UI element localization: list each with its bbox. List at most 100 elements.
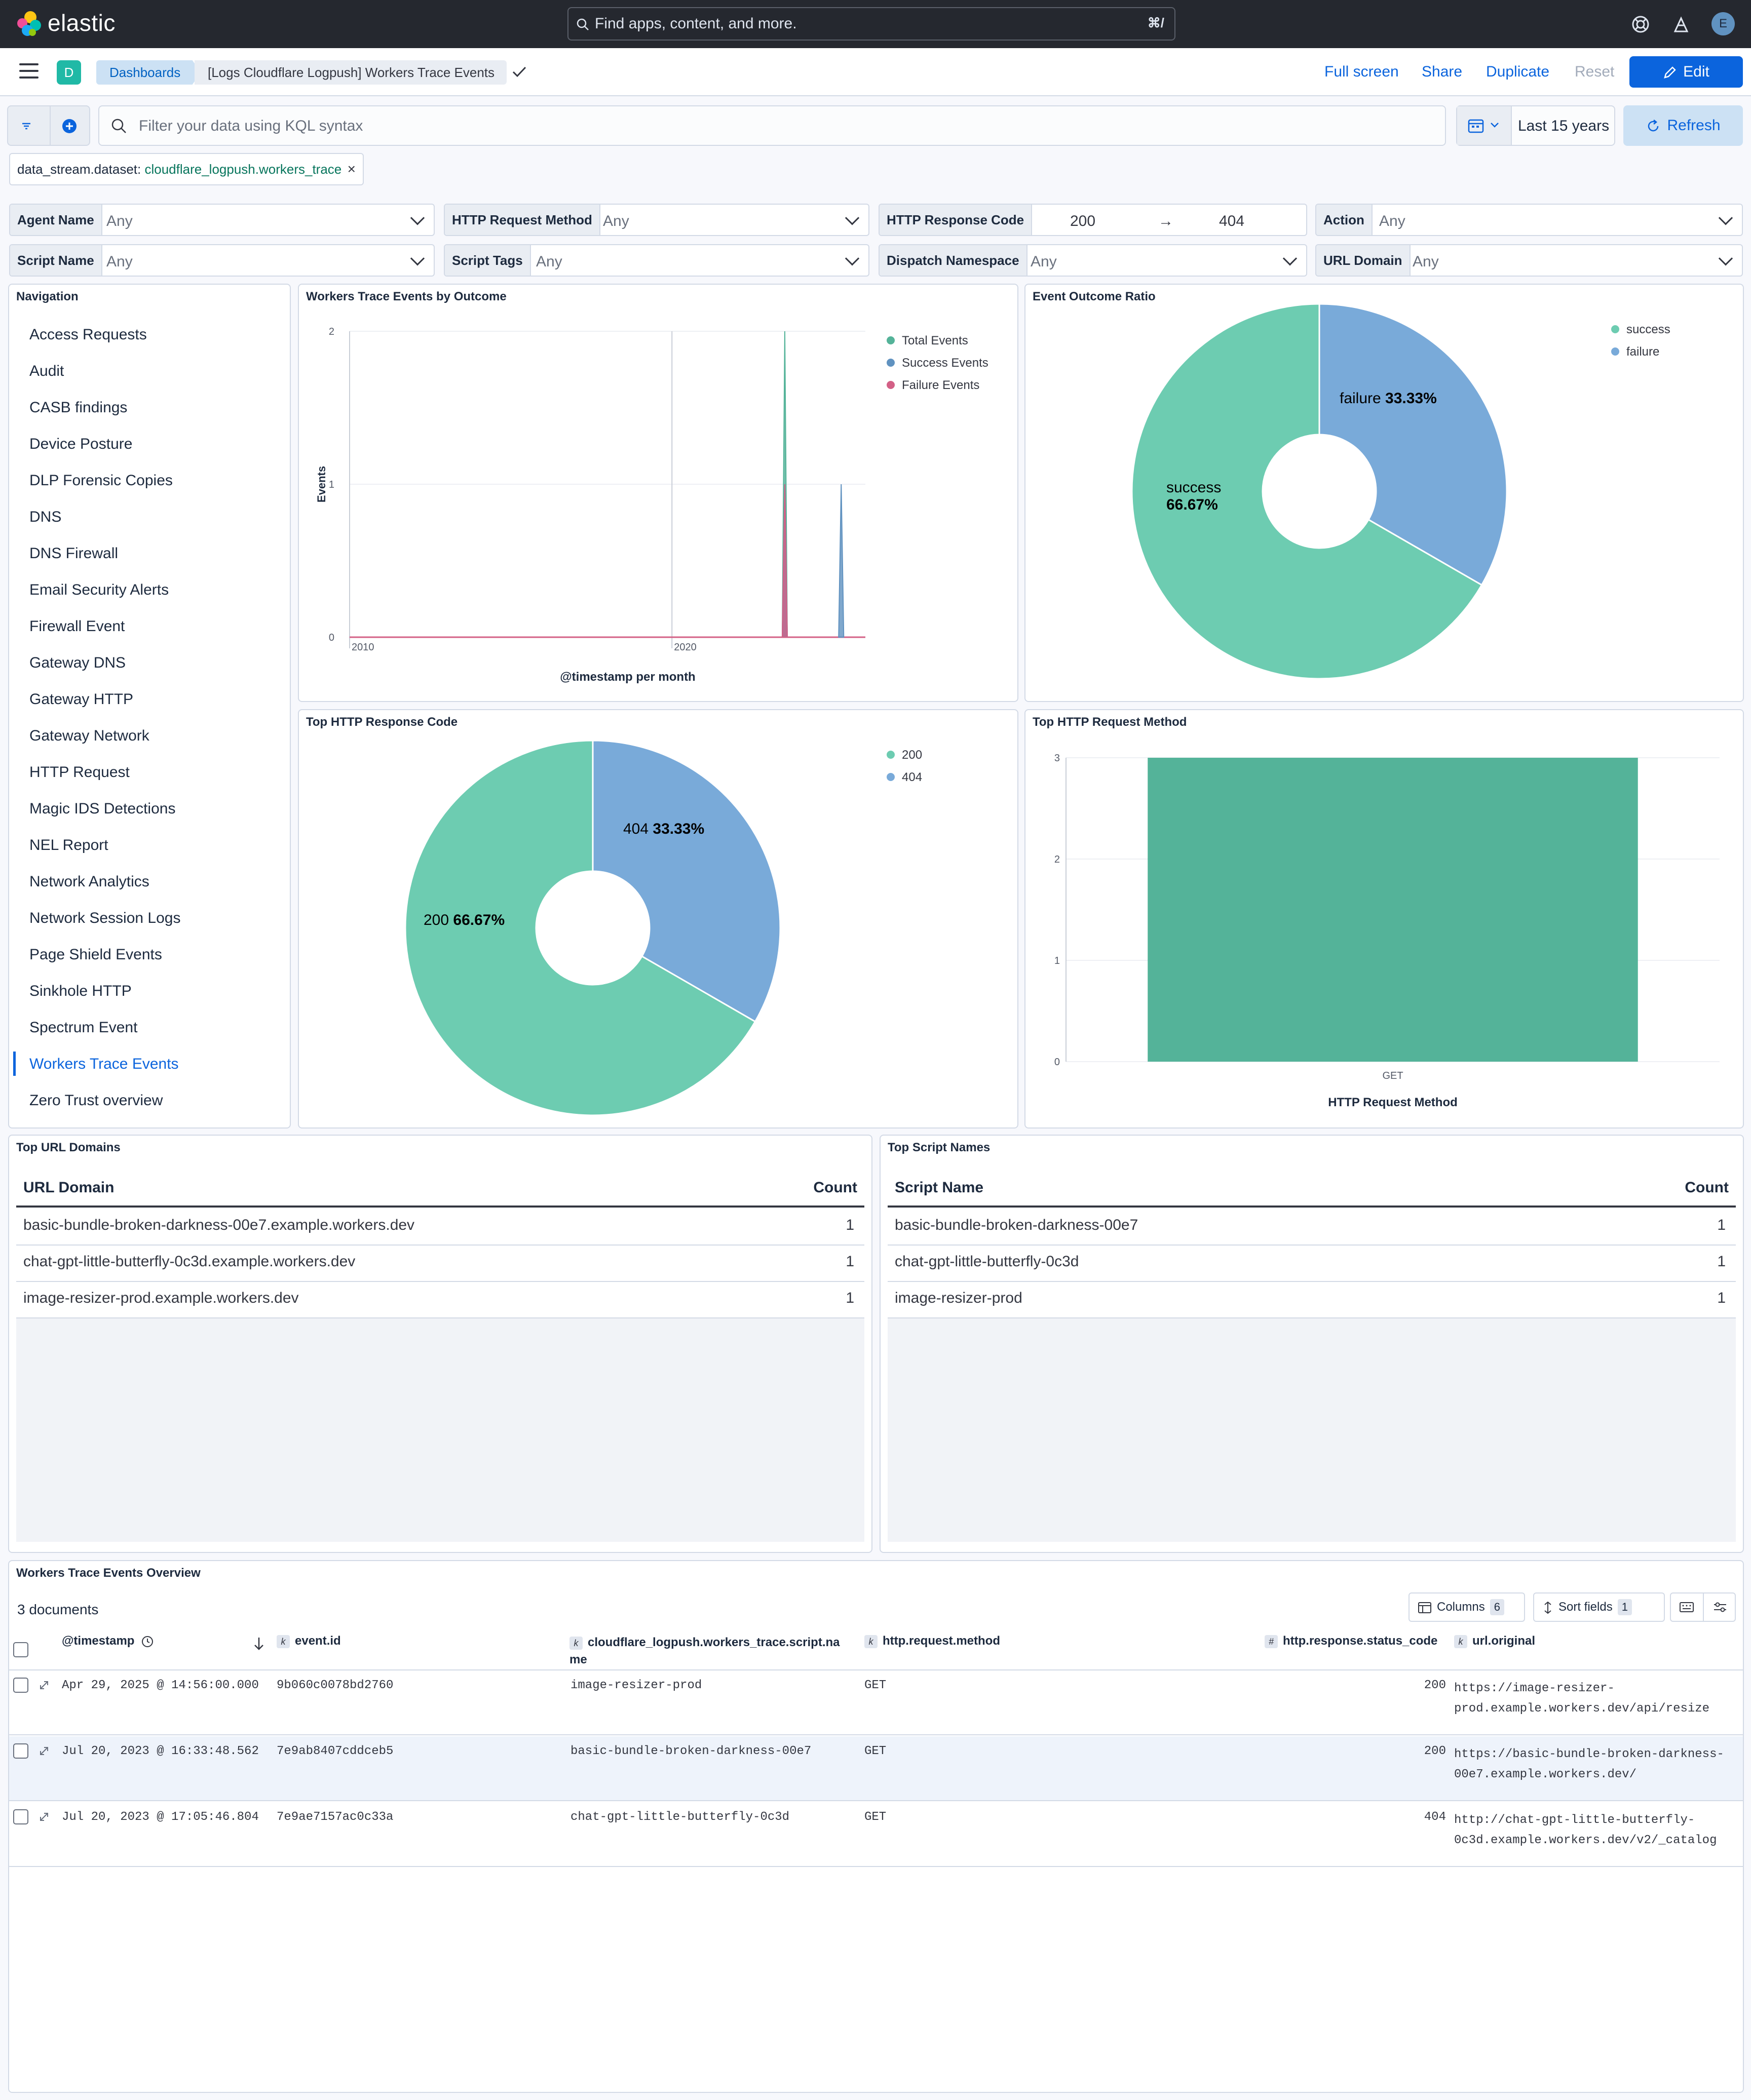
table-cell[interactable]: image-resizer-prod.example.workers.dev: [23, 1290, 299, 1306]
date-picker[interactable]: Last 15 years: [1456, 105, 1615, 146]
nav-item[interactable]: Gateway Network: [29, 727, 149, 744]
help-icon[interactable]: [1630, 14, 1651, 34]
series-spike[interactable]: [838, 484, 845, 638]
edit-button[interactable]: Edit: [1629, 56, 1743, 88]
range-from-value[interactable]: 200: [1070, 213, 1096, 229]
pie-slice[interactable]: [1318, 303, 1508, 586]
column-header-count[interactable]: Count: [1685, 1179, 1729, 1196]
table-row[interactable]: Apr 29, 2025 @ 14:56:00.000 9b060c0078bd2…: [9, 1670, 1743, 1735]
nav-item[interactable]: Sinkhole HTTP: [29, 983, 132, 999]
menu-icon[interactable]: [19, 63, 39, 81]
bar[interactable]: [1148, 758, 1638, 1062]
quick-menu-button[interactable]: [1457, 106, 1512, 145]
pie-slice[interactable]: [404, 740, 756, 1116]
breadcrumb-dashboards[interactable]: Dashboards: [96, 60, 201, 85]
legend-item[interactable]: 404: [902, 770, 922, 784]
filter-icon[interactable]: [19, 119, 33, 133]
space-badge[interactable]: D: [57, 60, 81, 85]
line-chart[interactable]: 0 1 2 2010 2020 Events @timestamp per month Tot…: [299, 285, 1018, 702]
column-header-status-code[interactable]: # http.response.status_code: [1265, 1634, 1437, 1648]
global-search-input[interactable]: Find apps, content, and more. ⌘/: [567, 7, 1175, 41]
sort-fields-button[interactable]: Sort fields 1: [1533, 1592, 1665, 1622]
settings-sliders-icon[interactable]: [1712, 1601, 1728, 1614]
nav-item[interactable]: Firewall Event: [29, 618, 125, 635]
row-checkbox[interactable]: [13, 1743, 28, 1759]
refresh-button[interactable]: Refresh: [1623, 105, 1743, 146]
check-icon[interactable]: [512, 65, 527, 79]
table-row[interactable]: Jul 20, 2023 @ 16:33:48.562 7e9ab8407cddc…: [9, 1736, 1743, 1801]
pie-slice[interactable]: [592, 740, 781, 1023]
nav-item[interactable]: DNS: [29, 509, 62, 525]
response-code-pie-chart[interactable]: 404 33.33% 200 66.67% 200 404: [299, 710, 1018, 1129]
nav-item[interactable]: Network Analytics: [29, 873, 149, 890]
news-feed-icon[interactable]: [1671, 14, 1691, 34]
request-method-bar-chart[interactable]: 0 1 2 3 GET HTTP Request Method: [1025, 710, 1744, 1129]
user-avatar[interactable]: E: [1711, 12, 1735, 35]
column-header-script-name[interactable]: Script Name: [895, 1179, 984, 1196]
control-agent-name[interactable]: Agent Name Any: [9, 204, 435, 236]
table-row[interactable]: Jul 20, 2023 @ 17:05:46.804 7e9ae7157ac0c…: [9, 1802, 1743, 1867]
control-action[interactable]: Action Any: [1315, 204, 1743, 236]
range-to-value[interactable]: 404: [1219, 213, 1245, 229]
table-cell[interactable]: basic-bundle-broken-darkness-00e7: [895, 1217, 1138, 1233]
nav-item[interactable]: Email Security Alerts: [29, 581, 169, 598]
legend-item[interactable]: Total Events: [902, 334, 968, 347]
legend-item[interactable]: Failure Events: [902, 378, 979, 392]
table-cell[interactable]: basic-bundle-broken-darkness-00e7.exampl…: [23, 1217, 415, 1233]
column-header-http-method[interactable]: k http.request.method: [864, 1634, 1000, 1648]
nav-item[interactable]: Gateway DNS: [29, 654, 126, 671]
expand-icon[interactable]: [37, 1744, 51, 1758]
column-header-event-id[interactable]: k event.id: [277, 1634, 341, 1648]
nav-item[interactable]: DLP Forensic Copies: [29, 472, 173, 489]
series-spike[interactable]: [781, 484, 788, 638]
control-http-request-method[interactable]: HTTP Request Method Any: [444, 204, 869, 236]
row-checkbox[interactable]: [13, 1809, 28, 1824]
column-header-url-domain[interactable]: URL Domain: [23, 1179, 115, 1196]
nav-item[interactable]: Access Requests: [29, 326, 147, 343]
kql-query-input[interactable]: Filter your data using KQL syntax: [98, 105, 1446, 146]
column-header-count[interactable]: Count: [813, 1179, 857, 1196]
nav-item[interactable]: Gateway HTTP: [29, 691, 134, 708]
legend-item[interactable]: 200: [902, 748, 922, 762]
column-header-script-name[interactable]: k cloudflare_logpush.workers_trace.script…: [569, 1634, 840, 1668]
keyboard-icon[interactable]: [1679, 1601, 1694, 1614]
nav-item[interactable]: Audit: [29, 363, 64, 379]
full-screen-link[interactable]: Full screen: [1324, 63, 1399, 80]
nav-item[interactable]: Page Shield Events: [29, 946, 162, 963]
sort-descending-icon[interactable]: [252, 1636, 265, 1651]
row-checkbox[interactable]: [13, 1678, 28, 1693]
control-dispatch-namespace[interactable]: Dispatch Namespace Any: [879, 244, 1307, 277]
columns-button[interactable]: Columns 6: [1409, 1592, 1525, 1622]
nav-item[interactable]: Device Posture: [29, 436, 133, 452]
nav-item[interactable]: DNS Firewall: [29, 545, 119, 562]
table-cell[interactable]: chat-gpt-little-butterfly-0c3d: [895, 1253, 1079, 1270]
add-filter-icon[interactable]: [61, 118, 78, 135]
filter-pill[interactable]: data_stream.dataset: cloudflare_logpush.…: [9, 153, 364, 185]
nav-item[interactable]: NEL Report: [29, 837, 108, 853]
legend-item[interactable]: Success Events: [902, 356, 988, 370]
control-script-tags[interactable]: Script Tags Any: [444, 244, 869, 277]
nav-item[interactable]: Zero Trust overview: [29, 1092, 163, 1109]
column-header-timestamp[interactable]: @timestamp: [62, 1634, 154, 1648]
table-cell[interactable]: chat-gpt-little-butterfly-0c3d.example.w…: [23, 1253, 356, 1270]
legend-item[interactable]: success: [1626, 323, 1670, 336]
nav-item[interactable]: Network Session Logs: [29, 910, 181, 926]
close-icon[interactable]: ×: [347, 161, 356, 177]
duplicate-link[interactable]: Duplicate: [1486, 63, 1550, 80]
select-all-checkbox[interactable]: [13, 1642, 28, 1657]
expand-icon[interactable]: [37, 1810, 51, 1823]
outcome-pie-chart[interactable]: failure 33.33%success66.67%successfailur…: [1025, 285, 1744, 702]
reset-link[interactable]: Reset: [1575, 63, 1615, 80]
expand-icon[interactable]: [37, 1679, 51, 1692]
pie-slice[interactable]: [1131, 303, 1483, 680]
share-link[interactable]: Share: [1422, 63, 1463, 80]
nav-item[interactable]: Workers Trace Events: [29, 1056, 179, 1072]
nav-item[interactable]: Magic IDS Detections: [29, 800, 176, 817]
elastic-logo-icon[interactable]: [15, 10, 43, 37]
control-script-name[interactable]: Script Name Any: [9, 244, 435, 277]
nav-item[interactable]: Spectrum Event: [29, 1019, 138, 1036]
nav-item[interactable]: CASB findings: [29, 399, 128, 416]
legend-item[interactable]: failure: [1626, 345, 1659, 359]
nav-item[interactable]: HTTP Request: [29, 764, 130, 781]
table-cell[interactable]: image-resizer-prod: [895, 1290, 1022, 1306]
